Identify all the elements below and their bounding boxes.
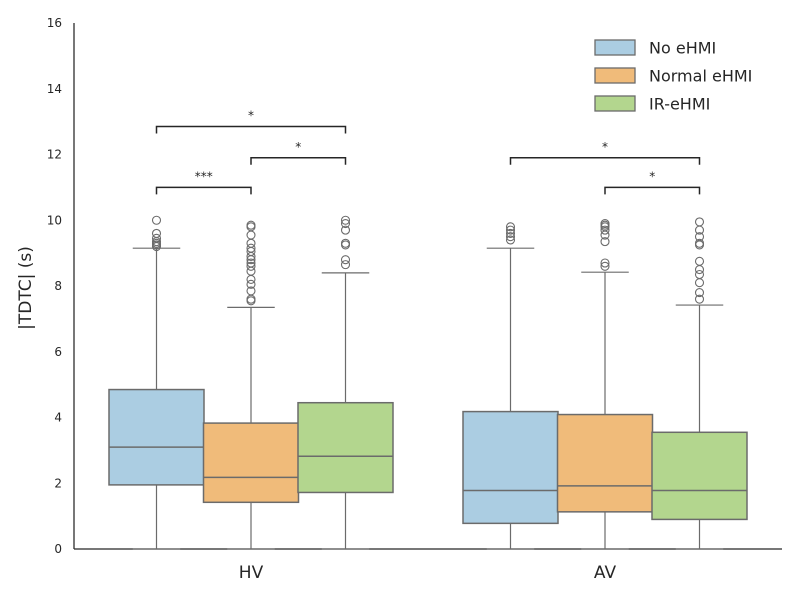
legend-label: IR-eHMI xyxy=(649,95,710,114)
legend-item-normal-ehmi: Normal eHMI xyxy=(594,67,752,86)
legend-swatch xyxy=(594,67,636,84)
significance-bracket: * xyxy=(250,140,347,165)
outlier-point xyxy=(505,222,516,232)
significance-bracket: *** xyxy=(155,169,252,195)
y-tick-label: 6 xyxy=(54,345,62,359)
significance-label: * xyxy=(602,140,608,154)
box-iqr xyxy=(108,388,205,486)
box-av-ir-ehmi xyxy=(651,217,748,550)
outlier-point xyxy=(340,238,351,248)
outlier-point xyxy=(694,256,705,266)
outlier-point xyxy=(246,230,256,240)
outlier-point xyxy=(246,243,256,253)
y-tick-label: 16 xyxy=(47,16,62,30)
box-iqr xyxy=(297,401,394,494)
outlier-point xyxy=(340,215,351,225)
outlier-point xyxy=(151,215,162,225)
outlier-point xyxy=(246,258,256,268)
legend-label: Normal eHMI xyxy=(649,67,752,86)
boxes xyxy=(108,215,748,550)
outlier-point xyxy=(600,258,610,268)
y-axis-label: |TDTC| (s) xyxy=(16,246,36,330)
x-ticks: HV AV xyxy=(239,563,617,583)
significance-bracket: * xyxy=(604,169,701,195)
outlier-point xyxy=(600,261,610,271)
outlier-point xyxy=(505,235,516,245)
outlier-point xyxy=(151,233,162,243)
outlier-point xyxy=(694,288,705,298)
legend-swatch xyxy=(594,95,636,112)
box-av-no-ehmi xyxy=(462,222,559,550)
outlier-point xyxy=(340,260,351,270)
axes xyxy=(73,23,782,550)
outlier-point xyxy=(694,265,705,275)
box-iqr xyxy=(651,431,748,521)
outlier-point xyxy=(246,261,256,271)
significance-label: *** xyxy=(195,169,213,183)
outlier-point xyxy=(505,225,516,235)
box-av-normal-ehmi xyxy=(556,218,654,550)
x-tick-label-hv: HV xyxy=(239,563,264,583)
outlier-point xyxy=(246,279,256,289)
bracket-line xyxy=(155,125,347,134)
significance-label: * xyxy=(248,109,254,123)
y-tick-label: 10 xyxy=(47,213,62,227)
y-tick-label: 12 xyxy=(47,148,62,162)
outlier-point xyxy=(694,232,705,242)
outlier-point xyxy=(151,228,162,238)
box-iqr xyxy=(202,422,300,504)
y-tick-label: 8 xyxy=(54,279,62,293)
outlier-point xyxy=(694,238,705,248)
significance-label: * xyxy=(295,140,301,154)
y-tick-label: 4 xyxy=(54,411,62,425)
bracket-line xyxy=(250,157,347,165)
significance-label: * xyxy=(649,169,655,183)
y-tick-label: 14 xyxy=(47,82,62,96)
outlier-point xyxy=(340,218,351,229)
bracket-line xyxy=(509,157,701,165)
outlier-point xyxy=(694,217,705,227)
bracket-line xyxy=(604,186,701,195)
x-tick-label-av: AV xyxy=(594,563,617,583)
outlier-point xyxy=(340,225,351,235)
box-hv-no-ehmi xyxy=(108,215,205,550)
outlier-point xyxy=(694,269,705,280)
outlier-point xyxy=(694,278,705,288)
outlier-point xyxy=(246,238,256,248)
significance-bracket: * xyxy=(155,109,347,134)
y-ticks: 0 2 4 6 8 10 12 14 16 xyxy=(47,16,62,556)
outlier-point xyxy=(246,220,256,230)
significance-bracket: * xyxy=(509,140,701,165)
legend-label: No eHMI xyxy=(649,39,716,58)
legend-item-no-ehmi: No eHMI xyxy=(594,39,716,58)
y-tick-label: 0 xyxy=(54,542,62,556)
legend-item-ir-ehmi: IR-eHMI xyxy=(594,95,710,114)
box-hv-ir-ehmi xyxy=(297,215,394,550)
outlier-point xyxy=(600,218,610,229)
box-iqr xyxy=(556,413,654,513)
legend: No eHMI Normal eHMI IR-eHMI xyxy=(594,39,752,114)
box-iqr xyxy=(462,410,559,525)
legend-swatch xyxy=(594,39,636,56)
outlier-point xyxy=(340,255,351,265)
outlier-point xyxy=(600,237,610,247)
outlier-point xyxy=(505,228,516,238)
outlier-point xyxy=(246,286,256,296)
outlier-point xyxy=(246,274,256,284)
outlier-point xyxy=(694,294,705,304)
significance-annotations: ******* xyxy=(155,109,701,195)
y-tick-label: 2 xyxy=(54,476,62,490)
outlier-point xyxy=(505,232,516,242)
box-hv-normal-ehmi xyxy=(202,220,300,550)
bracket-line xyxy=(155,186,252,195)
outlier-point xyxy=(600,225,610,235)
